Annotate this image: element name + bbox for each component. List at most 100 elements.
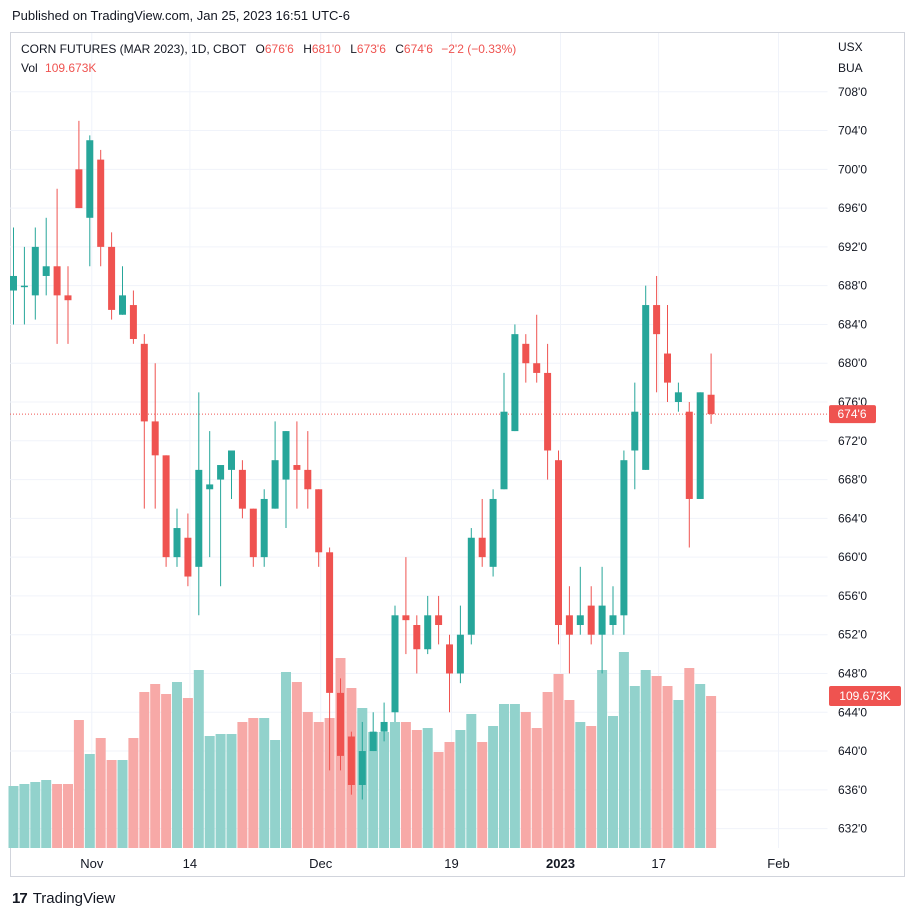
candle-body [533,363,541,373]
volume-bar [128,738,139,848]
candle-body [337,692,344,756]
volume-bar [651,676,662,848]
candle-body [664,353,671,383]
candle-body [456,634,464,674]
footer-brand: TradingView [32,890,116,907]
volume-bar [226,734,237,848]
candle-body [315,489,323,553]
volume-bar [608,716,618,848]
candle-body [326,552,334,693]
close-value: 674'6 [403,42,433,56]
candle-body [53,266,61,296]
volume-bar [586,726,597,848]
y-tick-label: 696'0 [838,201,867,215]
open-value: 676'6 [264,42,294,56]
volume-bar [706,696,717,848]
y-tick-label: 688'0 [838,279,867,293]
y-tick-label: 700'0 [838,162,867,176]
volume-bar [433,752,444,848]
candle-body [413,625,421,650]
volume-bar [73,720,84,848]
volume-bar [368,732,379,848]
candle-body [151,421,159,456]
volume-bar [193,670,204,848]
volume-bar [531,728,542,848]
candle-body [10,275,17,291]
candle-body [380,721,388,732]
candle-body [478,537,486,558]
candle-body [685,411,693,499]
volume-bar [95,738,106,848]
close-label: C [395,42,404,56]
volume-bar [8,786,19,848]
volume-bar [150,684,161,848]
last-price-label: 674'6 [838,407,867,421]
volume-bar [390,722,400,848]
volume-bar [313,722,324,848]
volume-bar [499,704,509,848]
volume-bar [161,694,172,848]
y-tick-label: 664'0 [838,511,867,525]
open-label: O [255,42,265,56]
candle-body [173,528,181,558]
candle-body [489,498,497,567]
candle-body [195,469,203,567]
x-tick-label: 17 [651,856,665,871]
candle-body [555,460,562,626]
x-tick-label: Feb [767,856,789,871]
candle-body [42,266,50,276]
candle-body [140,343,148,422]
volume-bar [52,784,63,848]
candle-body [206,484,214,490]
candle-body [358,751,366,785]
y-tick-label: 636'0 [838,783,867,797]
volume-bar [564,700,575,848]
candle-body [228,450,235,470]
candle-body [304,469,312,490]
candle-body [64,295,72,301]
x-tick-label: Dec [309,856,333,871]
candle-body [587,605,595,635]
volume-bar [597,670,608,848]
candle-body [500,411,508,490]
candle-body [642,305,650,470]
volume-bar [662,686,673,848]
candle-body [435,615,443,626]
volume-row: Vol 109.673K [21,59,516,78]
candle-body [238,469,246,509]
volume-bar [204,736,215,848]
candle-body [129,305,137,339]
candle-body [565,615,573,635]
volume-bar [237,722,248,848]
candle-body [86,140,94,218]
candle-body [707,394,715,415]
volume-bar [520,712,531,848]
volume-bar [270,740,281,848]
candle-body [369,731,377,752]
volume-bar [695,684,706,848]
change-value: −2'2 (−0.33%) [441,42,517,56]
candle-body [217,465,225,480]
candle-body [544,372,552,451]
candle-body [75,169,83,209]
volume-bar [477,742,488,848]
symbol-title: CORN FUTURES (MAR 2023), 1D, CBOT [21,42,247,56]
volume-bar [248,718,259,848]
candle-body [620,460,628,616]
candle-body [20,285,28,288]
chart-frame [10,32,905,877]
y-tick-label: 680'0 [838,356,867,370]
candle-body [576,615,584,626]
candle-body [391,615,399,713]
volume-bar [302,712,313,848]
unit-label: BUA [838,61,863,75]
candle-body [282,431,290,480]
y-tick-label: 644'0 [838,705,867,719]
volume-bar [84,754,95,848]
volume-bar [411,730,422,848]
currency-label: USX [838,40,863,54]
volume-bar [542,692,553,848]
volume-badge [829,686,901,706]
candle-body [467,537,475,635]
